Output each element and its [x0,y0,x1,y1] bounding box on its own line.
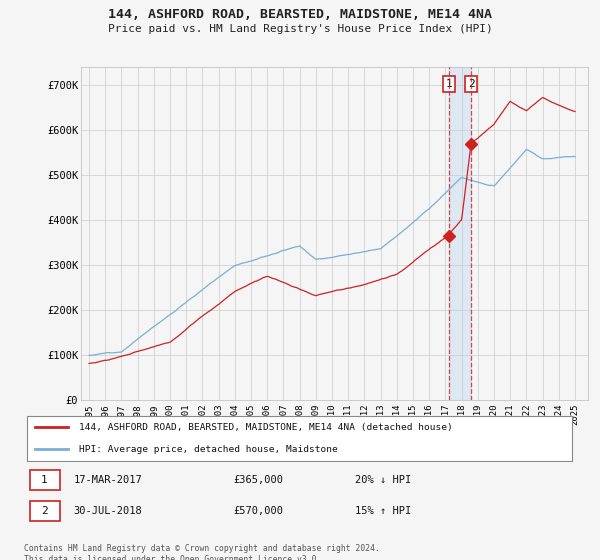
Text: 30-JUL-2018: 30-JUL-2018 [74,506,142,516]
Text: 144, ASHFORD ROAD, BEARSTED, MAIDSTONE, ME14 4NA (detached house): 144, ASHFORD ROAD, BEARSTED, MAIDSTONE, … [79,423,453,432]
Text: 1: 1 [445,79,452,89]
Text: HPI: Average price, detached house, Maidstone: HPI: Average price, detached house, Maid… [79,445,338,454]
Text: £365,000: £365,000 [234,475,284,485]
Text: 2: 2 [467,79,475,89]
Text: Contains HM Land Registry data © Crown copyright and database right 2024.
This d: Contains HM Land Registry data © Crown c… [24,544,380,560]
Text: 15% ↑ HPI: 15% ↑ HPI [355,506,412,516]
Text: £570,000: £570,000 [234,506,284,516]
Text: 144, ASHFORD ROAD, BEARSTED, MAIDSTONE, ME14 4NA: 144, ASHFORD ROAD, BEARSTED, MAIDSTONE, … [108,8,492,21]
FancyBboxPatch shape [27,416,572,460]
FancyBboxPatch shape [29,470,60,490]
Bar [449,67,471,400]
Text: Price paid vs. HM Land Registry's House Price Index (HPI): Price paid vs. HM Land Registry's House … [107,24,493,34]
Text: 2: 2 [41,506,48,516]
Text: 20% ↓ HPI: 20% ↓ HPI [355,475,412,485]
Text: 17-MAR-2017: 17-MAR-2017 [74,475,142,485]
FancyBboxPatch shape [29,501,60,521]
Text: 1: 1 [41,475,48,485]
